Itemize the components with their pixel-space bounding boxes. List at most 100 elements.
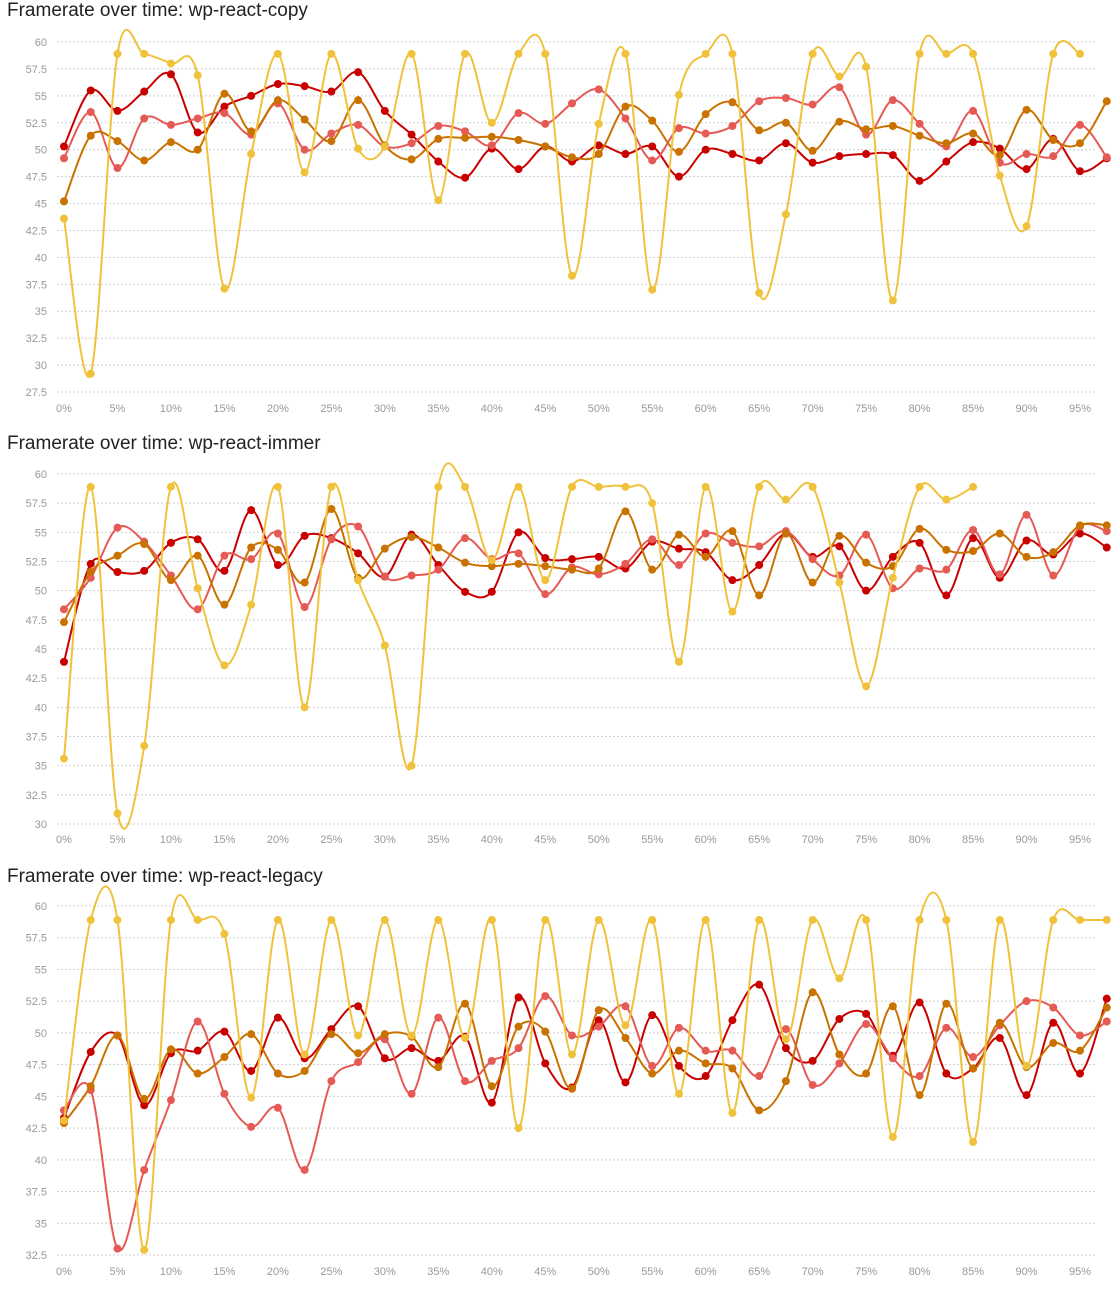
data-point bbox=[942, 49, 951, 58]
data-point bbox=[835, 531, 844, 540]
data-point bbox=[434, 915, 443, 924]
data-point bbox=[808, 1080, 817, 1089]
chart-panel: 27.5 30 32.5 35 37.5 40 42.5 45 47.5 50 52.5 55 57.5… bbox=[0, 0, 1116, 433]
data-point bbox=[273, 96, 282, 105]
data-point bbox=[113, 164, 122, 172]
x-tick-label: 80% bbox=[909, 1266, 931, 1278]
y-tick-label: 60 bbox=[35, 901, 47, 913]
data-point bbox=[621, 507, 630, 516]
data-point bbox=[380, 572, 389, 581]
data-point bbox=[648, 1061, 657, 1070]
line-chart: 32.5 35 37.5 40 42.5 45 47.5 50 52.5 55 57.5 60 0% 5%… bbox=[26, 885, 1111, 1278]
data-point bbox=[648, 1011, 657, 1020]
data-point bbox=[193, 1046, 202, 1055]
data-point bbox=[621, 150, 630, 158]
y-tick-label: 32.5 bbox=[26, 790, 47, 802]
data-point bbox=[915, 998, 924, 1007]
data-point bbox=[193, 584, 202, 593]
data-point bbox=[942, 495, 951, 504]
data-point bbox=[888, 1054, 897, 1063]
data-point bbox=[220, 1053, 229, 1062]
data-point bbox=[781, 1077, 790, 1086]
data-point bbox=[621, 1078, 630, 1087]
x-tick-label: 25% bbox=[320, 834, 342, 846]
data-point bbox=[113, 568, 122, 576]
data-point bbox=[273, 1013, 282, 1022]
data-point bbox=[193, 1017, 202, 1026]
data-point bbox=[60, 657, 68, 666]
x-tick-label: 25% bbox=[320, 1266, 342, 1278]
data-point bbox=[140, 741, 149, 750]
data-point bbox=[969, 129, 978, 138]
data-point bbox=[300, 1050, 309, 1059]
data-point bbox=[969, 534, 978, 543]
data-point bbox=[888, 151, 897, 160]
data-point bbox=[942, 1069, 951, 1078]
data-point bbox=[1022, 1091, 1031, 1100]
data-point bbox=[781, 1025, 790, 1034]
x-tick-label: 35% bbox=[427, 1266, 449, 1278]
data-point bbox=[247, 1066, 256, 1075]
data-point bbox=[247, 1122, 256, 1131]
data-point bbox=[60, 605, 68, 614]
data-point bbox=[674, 172, 683, 181]
data-point bbox=[808, 915, 817, 924]
data-point bbox=[674, 1089, 683, 1098]
data-point bbox=[140, 540, 149, 548]
data-point bbox=[701, 1072, 710, 1081]
data-point bbox=[888, 296, 897, 305]
data-point bbox=[594, 1022, 603, 1031]
data-point bbox=[487, 118, 496, 127]
x-tick-label: 70% bbox=[802, 1266, 824, 1278]
data-point bbox=[166, 482, 175, 491]
data-point bbox=[541, 992, 550, 1001]
data-point bbox=[728, 1016, 737, 1025]
data-point bbox=[942, 591, 951, 600]
data-point bbox=[407, 49, 416, 58]
data-point bbox=[568, 1031, 576, 1040]
data-point bbox=[220, 1089, 229, 1098]
data-point bbox=[728, 527, 737, 536]
data-point bbox=[300, 603, 309, 611]
data-point bbox=[942, 545, 951, 554]
chart-panel: 32.5 35 37.5 40 42.5 45 47.5 50 52.5 55 57.5 60 0% 5%… bbox=[0, 866, 1116, 1293]
data-point bbox=[995, 171, 1004, 180]
data-point bbox=[674, 124, 683, 133]
series-line bbox=[63, 462, 974, 830]
data-point bbox=[781, 210, 790, 219]
data-point bbox=[273, 529, 282, 538]
data-point bbox=[247, 600, 256, 609]
x-tick-label: 0% bbox=[56, 403, 72, 415]
data-point bbox=[514, 1022, 523, 1031]
data-point bbox=[728, 1046, 737, 1055]
data-point bbox=[247, 506, 256, 515]
data-point bbox=[300, 703, 309, 712]
data-point bbox=[915, 49, 924, 58]
data-point bbox=[728, 49, 737, 58]
data-point bbox=[1022, 510, 1031, 519]
data-point bbox=[1022, 536, 1031, 545]
data-point bbox=[1049, 915, 1058, 924]
x-tick-label: 55% bbox=[641, 403, 663, 415]
data-point bbox=[594, 85, 603, 94]
data-point bbox=[888, 1132, 897, 1141]
x-tick-label: 55% bbox=[641, 834, 663, 846]
y-tick-label: 42.5 bbox=[26, 1123, 47, 1135]
data-point bbox=[888, 1002, 897, 1011]
data-point bbox=[166, 576, 175, 585]
data-point bbox=[193, 551, 202, 560]
data-point bbox=[193, 145, 202, 154]
x-tick-label: 20% bbox=[267, 1266, 289, 1278]
data-point bbox=[247, 150, 256, 158]
data-point bbox=[541, 119, 550, 128]
data-point bbox=[728, 1108, 737, 1117]
data-point bbox=[888, 573, 897, 582]
x-tick-label: 45% bbox=[534, 403, 556, 415]
y-tick-label: 35 bbox=[35, 761, 47, 773]
data-point bbox=[808, 555, 817, 564]
data-point bbox=[166, 59, 175, 68]
chart-title: Framerate over time: wp-react-immer bbox=[7, 433, 321, 454]
data-point bbox=[380, 1054, 389, 1063]
data-point bbox=[434, 157, 443, 166]
data-point bbox=[273, 80, 282, 88]
